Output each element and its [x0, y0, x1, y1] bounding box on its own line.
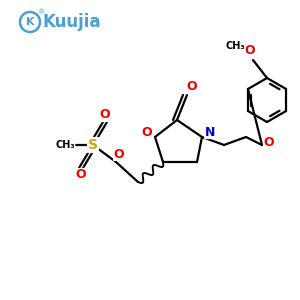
Text: O: O [100, 109, 110, 122]
Text: CH₃: CH₃ [225, 41, 245, 51]
Text: N: N [205, 125, 215, 139]
Text: O: O [114, 148, 124, 160]
Text: O: O [142, 125, 152, 139]
Text: O: O [76, 169, 86, 182]
Text: ®: ® [38, 9, 46, 15]
Text: S: S [88, 138, 98, 152]
Text: CH₃: CH₃ [55, 140, 75, 150]
Text: Kuujia: Kuujia [43, 13, 101, 31]
Text: K: K [26, 17, 34, 27]
Text: O: O [187, 80, 197, 94]
Text: O: O [245, 44, 255, 58]
Text: O: O [264, 136, 274, 148]
